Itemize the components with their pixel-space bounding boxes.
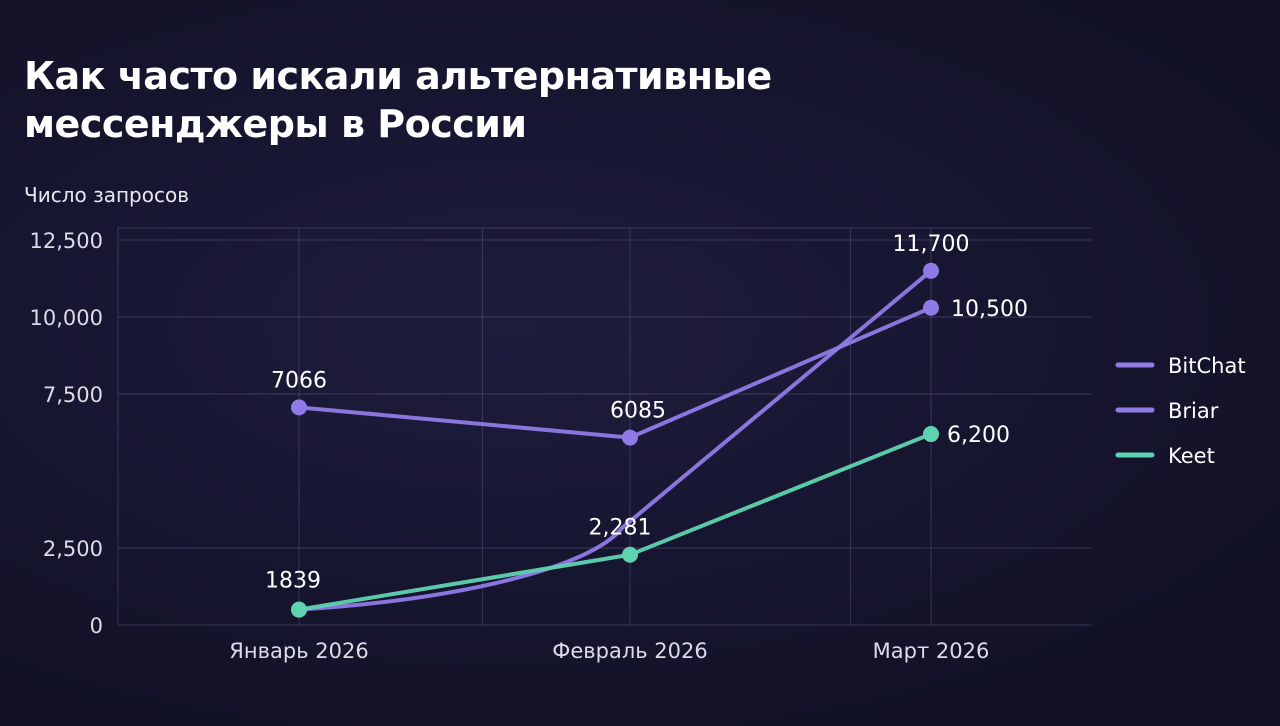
chart-title-line-1: Как часто искали альтернативные (24, 54, 772, 98)
y-axis-label: Число запросов (24, 183, 189, 207)
chart-grid (117, 227, 1092, 626)
chart-title-line-2: мессенджеры в России (24, 102, 527, 146)
data-label-briar: 7066 (271, 368, 327, 393)
data-point-briar (622, 429, 638, 446)
y-tick-label: 0 (90, 614, 103, 638)
x-tick-label: Январь 2026 (229, 639, 368, 663)
data-point-keet (923, 426, 939, 443)
data-label-keet: 2,281 (589, 516, 652, 541)
data-point-keet (622, 546, 638, 563)
data-point-briar (923, 299, 939, 316)
data-label-briar: 10,500 (951, 297, 1028, 322)
data-label-keet: 6,200 (947, 423, 1010, 448)
data-point-keet (291, 601, 307, 618)
legend-label-briar: Briar (1168, 399, 1219, 423)
data-label-bitchat: 11,700 (893, 232, 970, 257)
y-tick-label: 10,000 (30, 306, 103, 330)
chart-title: Как часто искали альтернативные мессендж… (24, 52, 772, 148)
data-point-bitchat (923, 262, 939, 279)
chart-legend: BitChat Briar Keet (1115, 354, 1246, 468)
data-label-briar: 6085 (610, 399, 666, 424)
data-labels: 11,700 7066 6085 10,500 1839 2,281 6,200 (265, 232, 1028, 594)
series-points (291, 262, 939, 618)
data-point-briar (291, 399, 307, 416)
y-tick-label: 12,500 (30, 229, 103, 253)
x-tick-label: Февраль 2026 (552, 639, 708, 663)
y-tick-label: 2,500 (43, 537, 103, 561)
series-line-bitchat (297, 268, 933, 612)
x-tick-label: Март 2026 (873, 639, 990, 663)
legend-label-keet: Keet (1168, 444, 1215, 468)
legend-label-bitchat: BitChat (1168, 354, 1246, 378)
series-lines (297, 268, 933, 612)
axis-labels: 12,500 10,000 7,500 2,500 0 Январь 2026 Феврал… (24, 183, 989, 663)
y-tick-label: 7,500 (43, 383, 103, 407)
data-label-keet: 1839 (265, 569, 321, 594)
